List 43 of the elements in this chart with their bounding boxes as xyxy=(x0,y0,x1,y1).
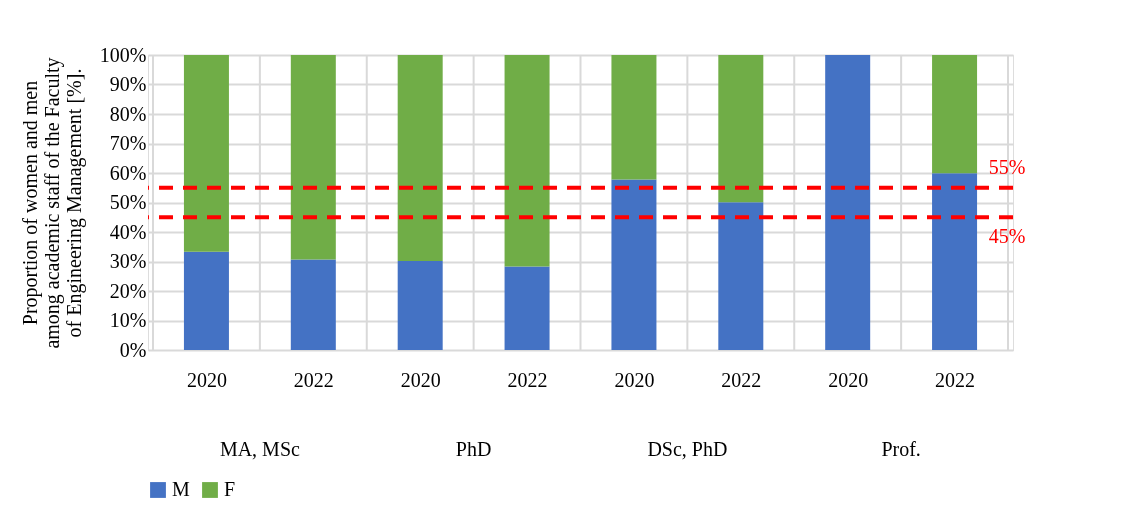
bar xyxy=(825,55,871,350)
x-tick-label: 2020 xyxy=(614,368,655,391)
y-tick-label: 40% xyxy=(109,220,147,243)
bar xyxy=(397,260,443,350)
x-tick-label: 2022 xyxy=(935,368,976,391)
y-tick-label: 70% xyxy=(109,132,147,154)
text: MA, MSc xyxy=(219,438,300,460)
y-tick-label: 90% xyxy=(109,73,147,95)
bar xyxy=(504,266,550,350)
bar xyxy=(504,55,550,267)
y-tick-label: 20% xyxy=(109,279,147,302)
x-tick-label: 2020 xyxy=(828,368,869,391)
y-tick-label: 0% xyxy=(119,338,147,361)
y-tick-label: 80% xyxy=(109,102,147,125)
bar xyxy=(183,55,229,252)
ref-line-label: 55% xyxy=(988,155,1026,178)
bar xyxy=(611,55,657,180)
bar xyxy=(611,179,657,350)
ref-line-label: 45% xyxy=(988,225,1026,248)
x-tick-label: 2022 xyxy=(507,368,548,391)
bar xyxy=(183,251,229,350)
bar xyxy=(718,202,764,350)
bar xyxy=(718,55,764,203)
x-tick-label: 2022 xyxy=(721,368,762,391)
legend-label: F xyxy=(224,478,236,500)
text: DSc, PhD xyxy=(647,438,728,460)
x-tick-label: 2020 xyxy=(400,368,441,391)
y-tick-label: 60% xyxy=(109,161,147,184)
bar xyxy=(290,55,336,260)
x-tick-label: 2020 xyxy=(186,368,227,391)
legend-label: M xyxy=(172,478,190,500)
y-tick-label: 30% xyxy=(109,250,147,272)
text: PhD xyxy=(455,438,492,460)
y-tick-label: 10% xyxy=(109,309,147,331)
bar xyxy=(932,55,978,174)
y-tick-label: 50% xyxy=(109,191,147,213)
bar xyxy=(932,173,978,350)
bar xyxy=(290,259,336,350)
x-tick-label: 2022 xyxy=(293,368,334,391)
text: Prof. xyxy=(881,438,921,460)
y-axis-title: Proportion of women and men among academic staff of the Faculty of Engineering Management [%]. xyxy=(18,57,86,349)
y-tick-label: 100% xyxy=(99,43,147,66)
bar xyxy=(397,55,443,261)
